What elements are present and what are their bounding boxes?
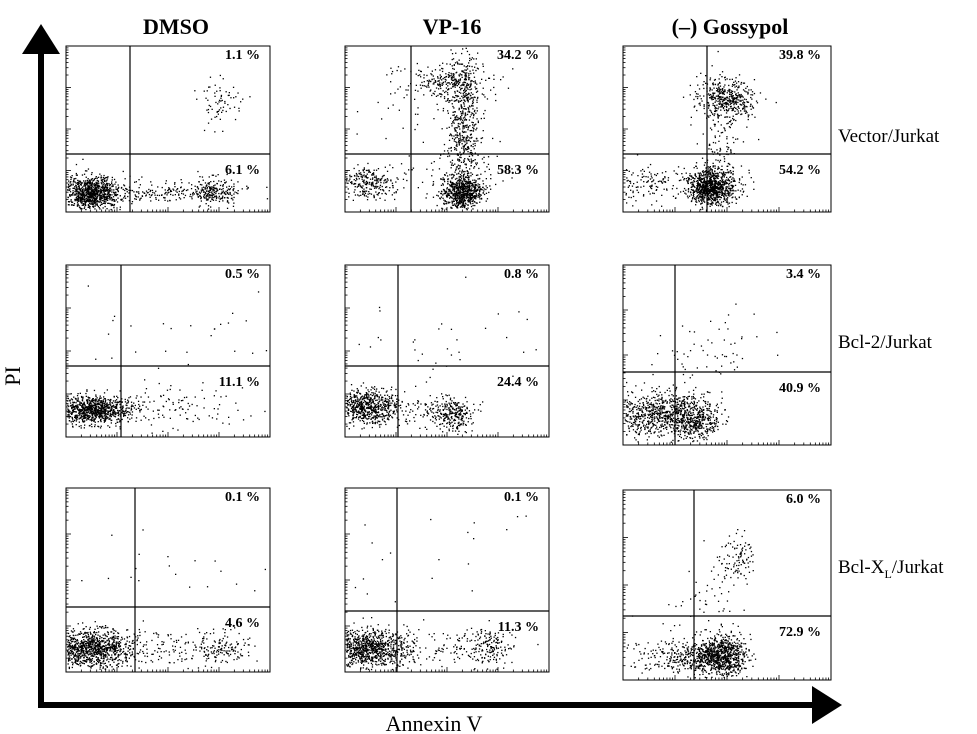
- row-label-vector-jurkat: Vector/Jurkat: [838, 126, 940, 147]
- upper-right-percentage: 1.1 %: [225, 48, 260, 63]
- row-label-bcl2-jurkat: Bcl-2/Jurkat: [838, 332, 933, 353]
- lower-right-percentage: 54.2 %: [779, 163, 821, 178]
- panel-events: [67, 285, 268, 434]
- dot-plot-panel: 0.5 % 11.1 %: [65, 264, 271, 438]
- panel-ticks: [622, 491, 830, 681]
- upper-right-percentage: 6.0 %: [786, 492, 821, 507]
- panel-ticks: [65, 489, 269, 673]
- lower-right-percentage: 58.3 %: [497, 163, 539, 178]
- dot-plot-panel: 6.0 % 72.9 %: [622, 489, 832, 681]
- dot-plot-panel: 3.4 % 40.9 %: [622, 264, 832, 446]
- panel-ticks: [622, 47, 830, 213]
- dot-plot-panel: 0.8 % 24.4 %: [344, 264, 550, 438]
- x-axis-arrowhead: [812, 686, 842, 724]
- row-label-bclxl-jurkat: Bcl-XL/Jurkat: [838, 557, 944, 581]
- lower-right-percentage: 40.9 %: [779, 381, 821, 396]
- column-title-dmso: DMSO: [143, 14, 209, 39]
- row-label-bclxl-suffix: /Jurkat: [892, 557, 944, 578]
- panel-events: [625, 50, 777, 211]
- lower-right-percentage: 11.3 %: [498, 620, 539, 635]
- dot-plot-panel: 0.1 % 11.3 %: [344, 487, 550, 673]
- panel-events: [346, 515, 539, 671]
- panel-events: [626, 529, 757, 679]
- x-axis-title: Annexin V: [386, 711, 483, 734]
- column-title-vp16: VP-16: [423, 14, 482, 39]
- panel-frame: [344, 487, 550, 673]
- panel-ticks: [344, 489, 548, 673]
- panel-events: [346, 47, 519, 211]
- panel-frame: [622, 45, 832, 213]
- panel-ticks: [65, 47, 269, 213]
- dot-plot-panel: 39.8 % 54.2 %: [622, 45, 832, 213]
- column-title-gossypol: (–) Gossypol: [672, 14, 789, 39]
- panel-events: [67, 529, 266, 670]
- lower-right-percentage: 72.9 %: [779, 625, 821, 640]
- panel-frame: [344, 45, 550, 213]
- lower-right-percentage: 4.6 %: [225, 616, 260, 631]
- panel-frame: [65, 45, 271, 213]
- dot-plot-panel: 34.2 % 58.3 %: [344, 45, 550, 213]
- y-axis-title: PI: [0, 366, 25, 386]
- upper-right-percentage: 34.2 %: [497, 48, 539, 63]
- upper-right-percentage: 39.8 %: [779, 48, 821, 63]
- row-label-bclxl-main: Bcl-X: [838, 557, 885, 578]
- panel-frame: [344, 264, 550, 438]
- dot-plot-panels: 1.1 % 6.1 % 34.2 % 58.3 % 39.8 % 54.2 % 0.5 % 1…: [65, 45, 832, 681]
- panel-events: [67, 74, 269, 211]
- y-axis-arrowhead: [22, 24, 60, 54]
- row-label-bclxl-subscript: L: [884, 567, 891, 581]
- panel-ticks: [622, 266, 830, 446]
- upper-right-percentage: 0.8 %: [504, 267, 539, 282]
- panel-frame: [65, 487, 271, 673]
- panel-events: [346, 276, 537, 435]
- upper-right-percentage: 0.1 %: [504, 490, 539, 505]
- upper-right-percentage: 3.4 %: [786, 267, 821, 282]
- upper-right-percentage: 0.1 %: [225, 490, 260, 505]
- panel-ticks: [344, 266, 548, 438]
- lower-right-percentage: 11.1 %: [219, 375, 260, 390]
- dot-plot-panel: 1.1 % 6.1 %: [65, 45, 271, 213]
- dot-plot-panel: 0.1 % 4.6 %: [65, 487, 271, 673]
- lower-right-percentage: 6.1 %: [225, 163, 260, 178]
- panel-ticks: [344, 47, 548, 213]
- upper-right-percentage: 0.5 %: [225, 267, 260, 282]
- lower-right-percentage: 24.4 %: [497, 375, 539, 390]
- panel-events: [624, 303, 779, 443]
